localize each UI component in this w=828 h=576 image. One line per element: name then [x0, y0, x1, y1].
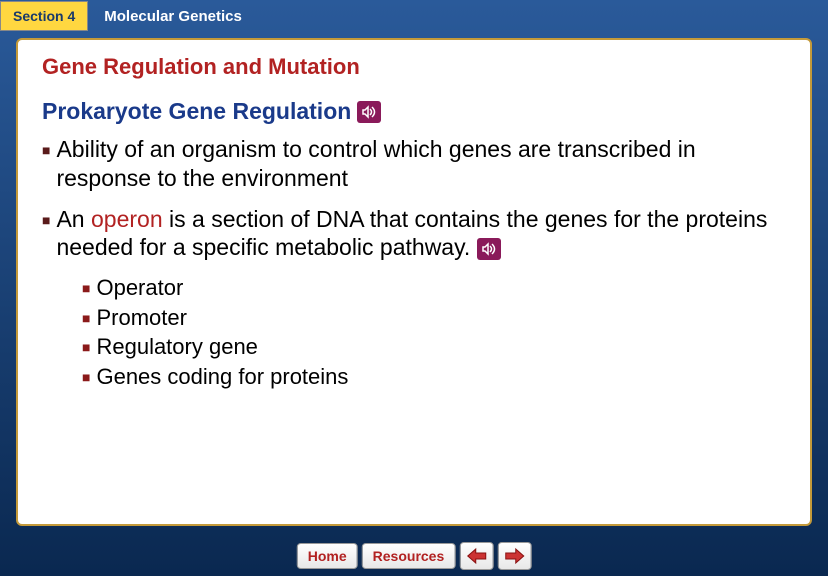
resources-button[interactable]: Resources [362, 543, 456, 569]
list-item: ■ Promoter [82, 304, 786, 332]
footer-nav: Home Resources [297, 542, 532, 570]
bullet-list: ■ Ability of an organism to control whic… [42, 135, 786, 262]
bullet-text: An operon is a section of DNA that conta… [56, 205, 786, 263]
bullet-square-icon: ■ [82, 339, 90, 355]
audio-icon[interactable] [477, 238, 501, 260]
audio-icon[interactable] [357, 101, 381, 123]
bullet-text: Ability of an organism to control which … [56, 135, 786, 193]
arrow-left-icon [465, 547, 487, 565]
list-item: ■ Operator [82, 274, 786, 302]
prev-button[interactable] [459, 542, 493, 570]
sub-bullet-text: Genes coding for proteins [96, 363, 348, 391]
home-button[interactable]: Home [297, 543, 358, 569]
sub-bullet-text: Promoter [96, 304, 186, 332]
bullet-square-icon: ■ [82, 280, 90, 296]
sub-bullet-text: Operator [96, 274, 183, 302]
list-item: ■ Genes coding for proteins [82, 363, 786, 391]
sub-bullet-list: ■ Operator ■ Promoter ■ Regulatory gene ■ Ge… [82, 274, 786, 390]
list-item: ■ An operon is a section of DNA that con… [42, 205, 786, 263]
bullet-square-icon: ■ [82, 369, 90, 385]
sub-heading: Prokaryote Gene Regulation [42, 98, 786, 125]
next-button[interactable] [497, 542, 531, 570]
bullet-square-icon: ■ [82, 310, 90, 326]
bullet-square-icon: ■ [42, 212, 50, 228]
list-item: ■ Regulatory gene [82, 333, 786, 361]
bullet-square-icon: ■ [42, 142, 50, 158]
sub-bullet-text: Regulatory gene [96, 333, 257, 361]
header-bar: Section 4 Molecular Genetics [0, 0, 828, 32]
arrow-right-icon [503, 547, 525, 565]
content-panel: Gene Regulation and Mutation Prokaryote … [16, 38, 812, 526]
highlight-term: operon [91, 206, 163, 232]
section-tab: Section 4 [0, 1, 88, 31]
main-heading: Gene Regulation and Mutation [42, 54, 786, 80]
list-item: ■ Ability of an organism to control whic… [42, 135, 786, 193]
sub-heading-text: Prokaryote Gene Regulation [42, 98, 351, 125]
chapter-title: Molecular Genetics [104, 8, 242, 25]
